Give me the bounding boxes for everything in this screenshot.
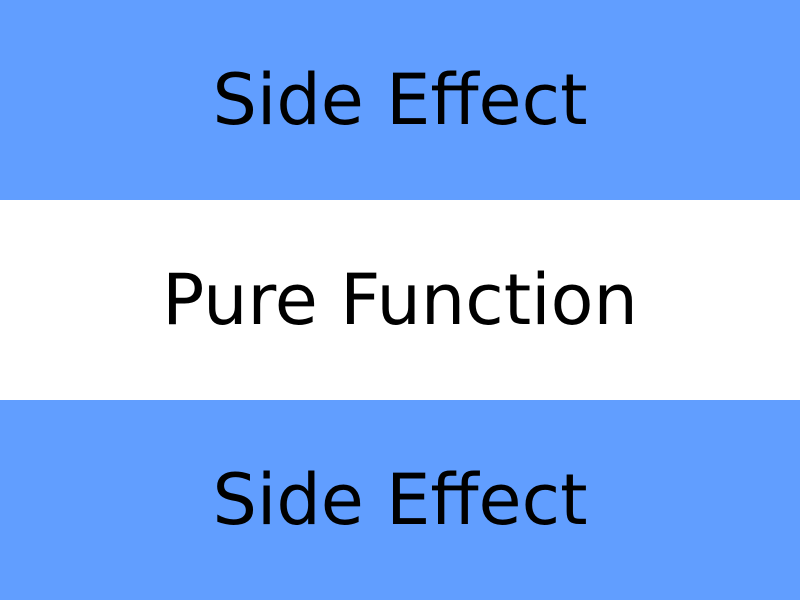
top-side-effect-layer: Side Effect (0, 0, 800, 200)
pure-function-label: Pure Function (162, 259, 638, 341)
bottom-side-effect-label: Side Effect (212, 459, 588, 541)
pure-function-layer: Pure Function (0, 200, 800, 400)
top-side-effect-label: Side Effect (212, 59, 588, 141)
bottom-side-effect-layer: Side Effect (0, 400, 800, 600)
